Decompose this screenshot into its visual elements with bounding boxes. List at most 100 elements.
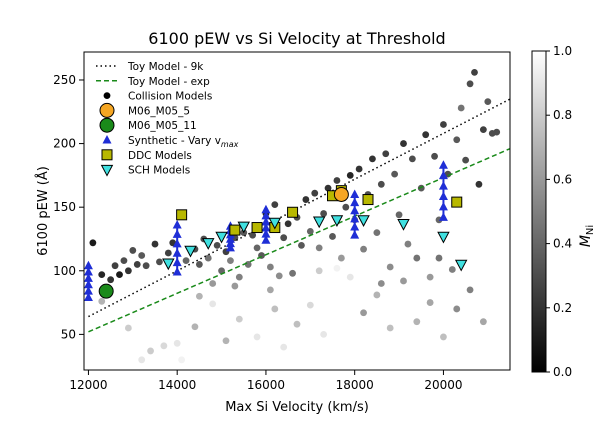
collision-point <box>156 258 163 266</box>
synthetic-point <box>438 181 448 190</box>
synthetic-point <box>350 213 360 223</box>
y-axis-label: 6100 pEW (Å) <box>35 166 51 256</box>
collision-point <box>484 98 492 106</box>
sch-point <box>437 231 450 244</box>
collision-point <box>413 254 421 262</box>
collision-point <box>453 305 461 313</box>
collision-point <box>120 257 128 265</box>
collision-point <box>195 261 203 268</box>
synthetic-point <box>350 205 360 215</box>
collision-point <box>191 323 199 331</box>
collision-point <box>324 184 332 192</box>
synthetic-point <box>84 273 93 282</box>
toy-model-exp-line <box>88 147 510 333</box>
collision-point <box>369 155 376 163</box>
y-tick-label: 50 <box>61 327 76 341</box>
legend-swatch <box>99 102 115 118</box>
collision-point <box>89 239 97 247</box>
legend-label: Synthetic - Vary vmax <box>128 135 239 149</box>
collision-point <box>98 297 106 305</box>
collision-point <box>235 273 243 281</box>
synthetic-point <box>225 242 235 252</box>
collision-point <box>289 269 296 277</box>
synthetic-point <box>84 279 93 289</box>
x-tick-label: 16000 <box>247 378 285 392</box>
legend-label-text: DDC Models <box>128 150 192 162</box>
collision-point <box>222 337 230 345</box>
synthetic-point <box>350 222 360 231</box>
collision-point <box>227 257 234 265</box>
collision-point <box>360 245 367 253</box>
legend-label: Collision Models <box>128 91 212 103</box>
synthetic-point <box>225 234 235 243</box>
collision-point <box>466 80 474 88</box>
legend-label-text: Toy Model - 9k <box>127 61 204 73</box>
collision-point <box>280 234 288 242</box>
collision-point <box>138 252 146 259</box>
collision-point <box>466 286 474 294</box>
legend-label-text: SCH Models <box>128 165 190 177</box>
collision-point <box>329 233 336 240</box>
legend-swatch <box>102 135 112 144</box>
collision-point <box>111 262 119 270</box>
synthetic-point <box>84 267 93 276</box>
collision-point <box>426 299 434 306</box>
synthetic-point <box>438 191 448 200</box>
collision-point <box>151 240 159 248</box>
legend-label: M06_M05_11 <box>128 120 197 132</box>
collision-point <box>342 203 350 211</box>
synthetic-point <box>261 216 271 226</box>
collision-point <box>280 343 288 351</box>
collision-point <box>346 171 354 179</box>
collision-point <box>453 136 461 144</box>
y-tick-label: 100 <box>53 264 76 278</box>
synthetic-point <box>172 248 182 257</box>
collision-point <box>160 342 168 350</box>
legend-label-sub: max <box>221 140 239 149</box>
collision-point <box>164 249 172 257</box>
collision-point <box>129 247 137 254</box>
synthetic-point <box>261 210 271 220</box>
y-tick-label: 150 <box>53 200 76 214</box>
synthetic-point <box>225 238 235 248</box>
collision-point <box>395 211 403 219</box>
collision-point <box>315 267 323 275</box>
collision-point <box>173 339 181 347</box>
collision-point <box>377 180 385 188</box>
collision-point <box>253 244 261 252</box>
colorbar <box>531 50 547 373</box>
collision-point <box>231 282 239 290</box>
sch-point <box>330 215 344 227</box>
synthetic-point <box>350 197 360 207</box>
ddc-point <box>176 209 188 221</box>
synthetic-point <box>172 229 182 238</box>
collision-point <box>195 292 203 300</box>
collision-point <box>475 180 483 188</box>
synthetic-point <box>261 223 271 232</box>
legend-label-text: M06_M05_5 <box>128 105 190 117</box>
collision-point <box>147 347 154 355</box>
collision-point <box>404 240 412 248</box>
synthetic-point <box>350 230 360 239</box>
synthetic-point <box>84 260 93 270</box>
collision-point <box>133 261 141 268</box>
legend-swatch <box>100 164 114 177</box>
sch-point <box>454 259 468 272</box>
collision-point <box>479 126 487 133</box>
collision-point <box>315 244 323 252</box>
legend-label-text: Collision Models <box>128 91 212 103</box>
colorbar-label: MNi <box>578 225 596 247</box>
collision-point <box>284 220 292 228</box>
collision-point <box>355 165 363 173</box>
legend-swatch <box>99 117 115 133</box>
collision-point <box>493 128 501 136</box>
collision-point <box>266 263 274 271</box>
collision-point <box>235 315 243 323</box>
collision-point <box>209 300 217 308</box>
legend-label: Toy Model - exp <box>127 76 210 88</box>
synthetic-point <box>261 229 271 238</box>
collision-point <box>448 266 456 273</box>
m06-m05-5-point <box>333 186 349 202</box>
collision-point <box>333 177 341 184</box>
